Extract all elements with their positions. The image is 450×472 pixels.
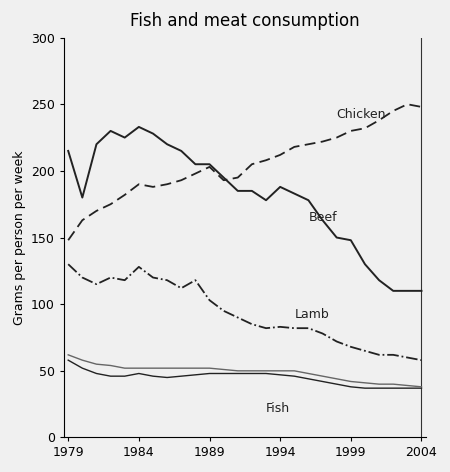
Text: Chicken: Chicken — [337, 109, 386, 121]
Text: Fish: Fish — [266, 402, 290, 414]
Y-axis label: Grams per person per week: Grams per person per week — [13, 150, 26, 325]
Text: Lamb: Lamb — [294, 308, 329, 321]
Text: Beef: Beef — [308, 211, 337, 224]
Title: Fish and meat consumption: Fish and meat consumption — [130, 12, 360, 31]
